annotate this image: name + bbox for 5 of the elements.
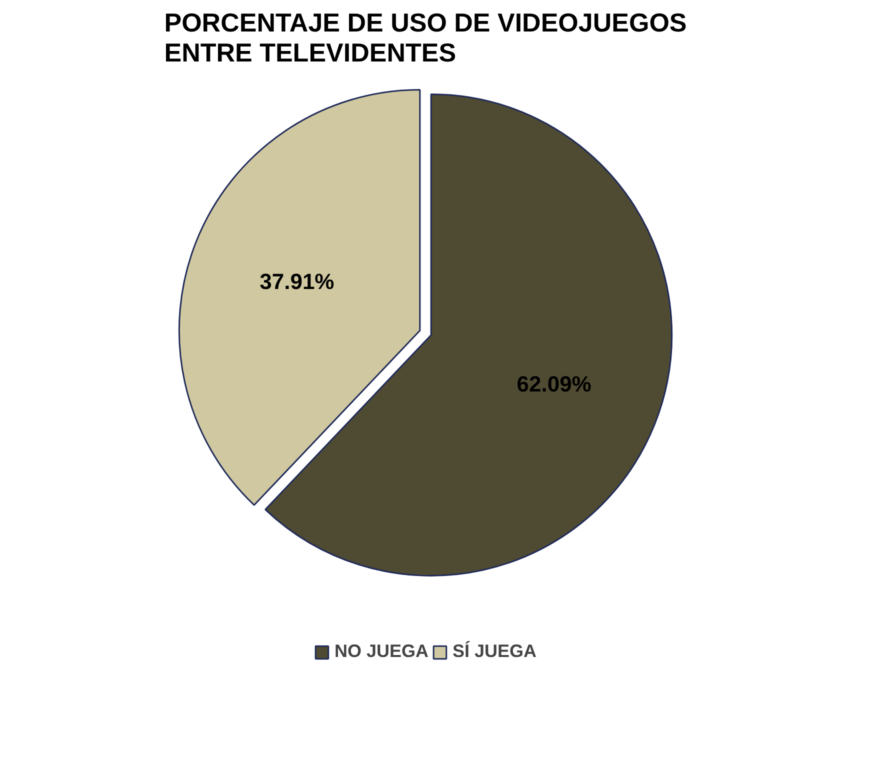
data-label: 62.09% bbox=[516, 372, 592, 397]
legend-label: SÍ JUEGA bbox=[452, 641, 537, 662]
chart-title: PORCENTAJE DE USO DE VIDEOJUEGOS ENTRE TELEVIDENTES bbox=[164, 8, 687, 68]
legend-label: NO JUEGA bbox=[334, 641, 428, 662]
data-label: 37.91% bbox=[260, 268, 334, 294]
